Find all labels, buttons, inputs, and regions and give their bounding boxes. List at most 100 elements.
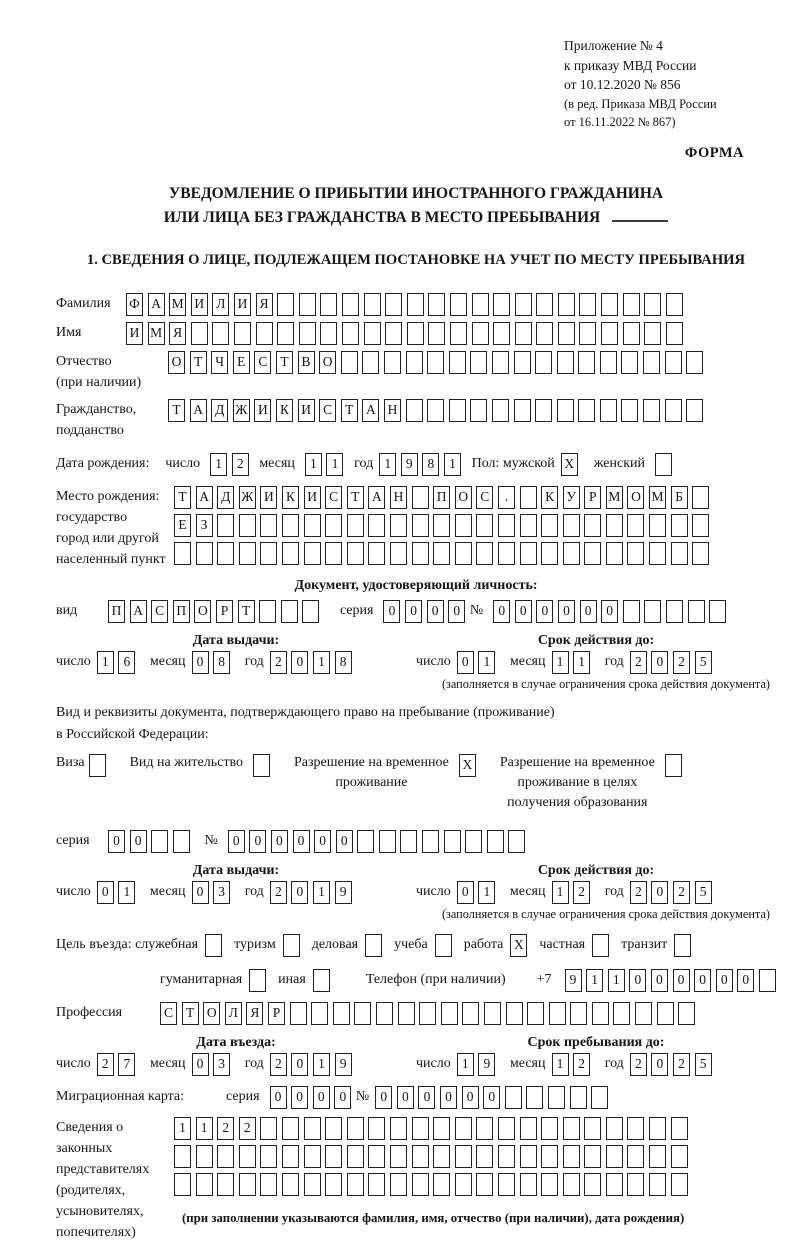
purpose-transit-checkbox[interactable]: [674, 933, 692, 957]
purpose-study-checkbox[interactable]: [434, 933, 452, 957]
char-cell: [454, 1116, 472, 1140]
purpose-tourism-checkbox[interactable]: [282, 933, 300, 957]
char-cell: [541, 1116, 559, 1140]
char-cell: А: [129, 599, 147, 623]
temp-residence-edu-checkbox[interactable]: [664, 753, 682, 777]
char-cell: [454, 541, 472, 565]
purpose-other-checkbox[interactable]: [312, 968, 330, 992]
char-cell: [375, 1001, 393, 1025]
sex-male-checkbox[interactable]: X: [560, 452, 578, 476]
id-doc-heading: Документ, удостоверяющий личность:: [294, 577, 538, 593]
visa-checkbox[interactable]: [88, 753, 106, 777]
residence-permit-checkbox[interactable]: [252, 753, 270, 777]
temp-residence-checkbox[interactable]: X: [458, 753, 476, 777]
purpose-official-checkbox[interactable]: [205, 933, 223, 957]
char-cell: [562, 1144, 580, 1168]
representatives-block: Сведения о законных представителях (роди…: [56, 1116, 776, 1243]
char-cell: [527, 1001, 545, 1025]
purpose-work-checkbox[interactable]: X: [510, 933, 528, 957]
char-cell: [368, 1172, 386, 1196]
char-cell: З: [195, 513, 213, 537]
char-cell: [535, 398, 553, 422]
char-cell: П: [108, 599, 125, 623]
char-cell: [280, 599, 298, 623]
char-cell: 2: [96, 1052, 114, 1076]
representatives-field-row3[interactable]: [174, 1172, 692, 1196]
representatives-field-row2[interactable]: [174, 1144, 692, 1168]
char-cell: [649, 1144, 667, 1168]
birthplace-field-row3[interactable]: [174, 541, 714, 565]
char-cell: [584, 1172, 602, 1196]
char-cell: 1: [96, 650, 114, 674]
purpose-humanitarian-label: гуманитарная: [160, 972, 243, 988]
stay-issue-date-header: Дата выдачи:: [192, 862, 280, 878]
form-title-line2: ИЛИ ЛИЦА БЕЗ ГРАЖДАНСТВА В МЕСТО ПРЕБЫВА…: [163, 208, 601, 226]
char-cell: 0: [312, 1085, 330, 1109]
char-cell: [601, 292, 619, 316]
visa-label: Виза: [56, 754, 85, 770]
char-cell: [303, 1116, 321, 1140]
char-cell: Т: [340, 398, 358, 422]
purpose-humanitarian-checkbox[interactable]: [249, 968, 267, 992]
char-cell: [470, 350, 488, 374]
purpose-private-checkbox[interactable]: [592, 933, 610, 957]
char-cell: [346, 541, 364, 565]
char-cell: 2: [238, 1116, 256, 1140]
char-cell: Т: [346, 485, 364, 509]
char-cell: [195, 1144, 213, 1168]
month-label: месяц: [509, 1056, 546, 1072]
sex-female-checkbox[interactable]: [654, 452, 672, 476]
char-cell: [665, 292, 683, 316]
birthplace-label-line1: Место рождения:: [56, 488, 160, 504]
char-cell: А: [195, 485, 213, 509]
char-cell: [277, 321, 295, 345]
char-cell: [205, 933, 223, 957]
citizenship-label-line2: подданство: [56, 422, 124, 438]
char-cell: [536, 292, 554, 316]
char-cell: [428, 321, 446, 345]
char-cell: [621, 350, 639, 374]
char-cell: [569, 1085, 587, 1109]
char-cell: [627, 1172, 645, 1196]
char-cell: [578, 398, 596, 422]
purpose-business-checkbox[interactable]: [365, 933, 383, 957]
